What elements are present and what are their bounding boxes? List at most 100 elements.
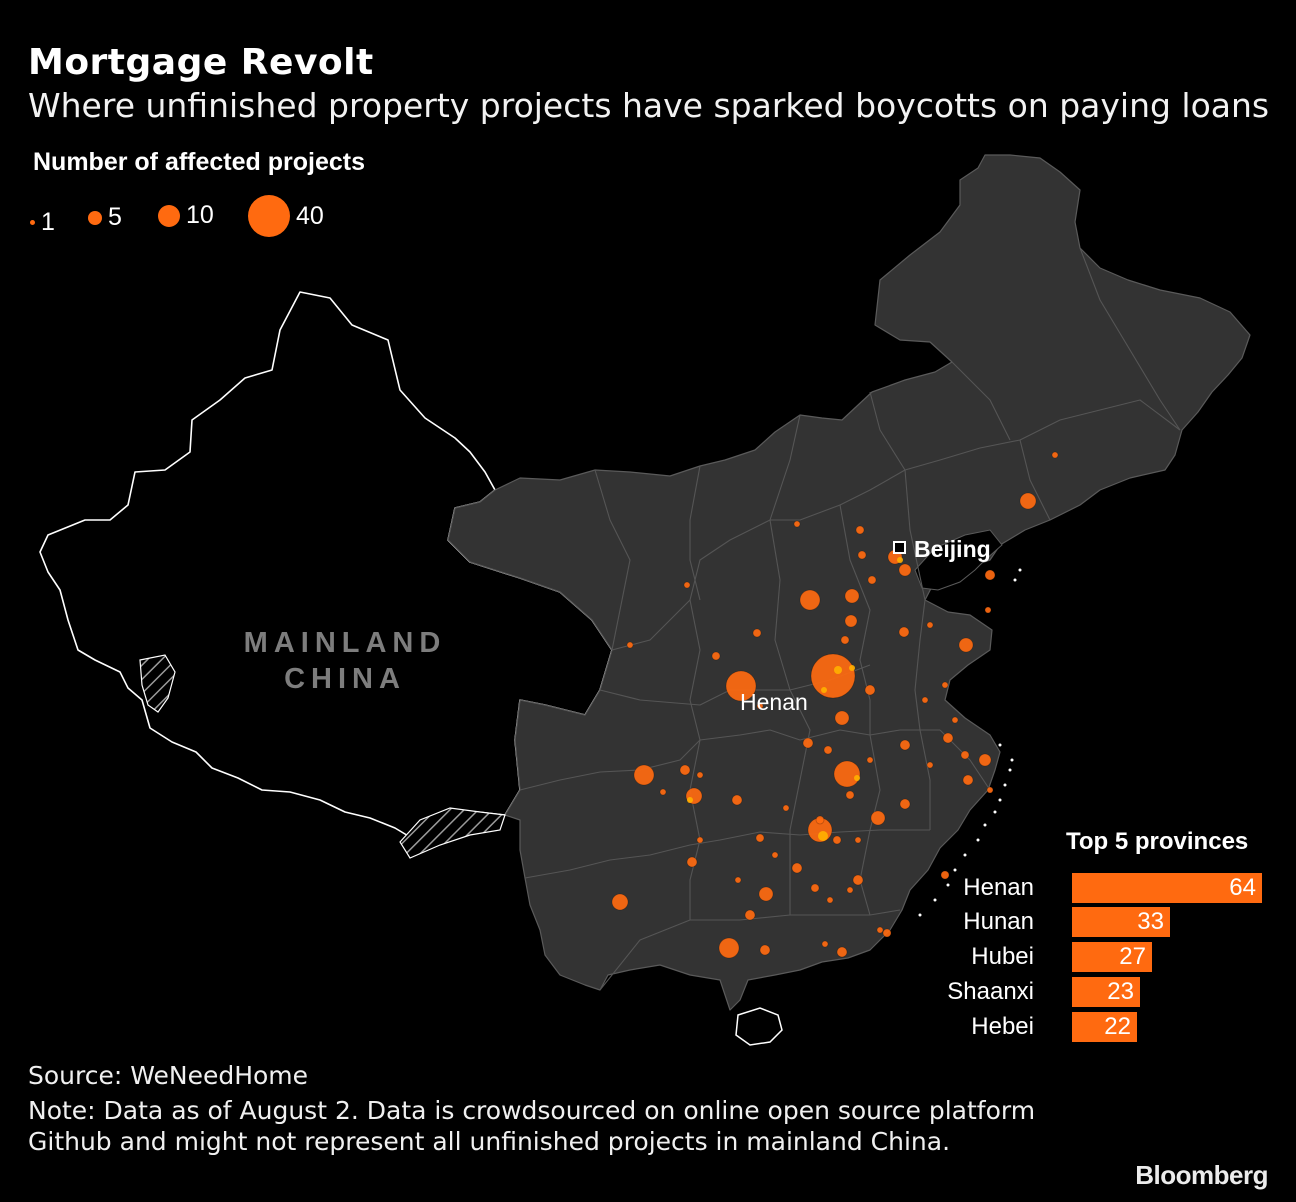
bubble — [686, 856, 698, 868]
bubble — [791, 862, 803, 874]
bubble — [793, 520, 801, 528]
bubble — [882, 928, 892, 938]
bar: 33 — [1072, 907, 1170, 937]
bubble — [696, 771, 704, 779]
bubble — [725, 670, 757, 702]
bubble — [899, 798, 911, 810]
bubble — [870, 810, 886, 826]
bubble — [960, 750, 970, 760]
bubble — [755, 833, 765, 843]
coastal-islands — [918, 568, 1022, 917]
bubble — [810, 883, 820, 893]
chart-subtitle: Where unfinished property projects have … — [28, 86, 1270, 125]
bar-row-hebei: Hebei 22 — [940, 1011, 1270, 1043]
note-text: Note: Data as of August 2. Data is crowd… — [28, 1096, 1036, 1156]
bubble — [731, 794, 743, 806]
bubble — [626, 641, 634, 649]
bar-row-shaanxi: Shaanxi 23 — [940, 976, 1270, 1008]
bubble — [978, 753, 992, 767]
bubble — [834, 710, 850, 726]
bubble — [845, 790, 855, 800]
size-legend: 1 5 10 40 — [30, 195, 360, 239]
overlap-highlights — [687, 557, 903, 841]
top5-title: Top 5 provinces — [1066, 828, 1249, 855]
bubble — [782, 804, 790, 812]
bubble — [696, 836, 704, 844]
legend-item-10: 10 — [158, 201, 214, 230]
legend-label-10: 10 — [186, 201, 214, 229]
bubble — [940, 870, 950, 880]
bubble — [744, 909, 756, 921]
legend-dot-1 — [30, 220, 35, 225]
bohai-sea — [914, 529, 1003, 591]
legend-label-5: 5 — [108, 203, 122, 231]
bubble — [866, 756, 874, 764]
bubble — [836, 946, 848, 958]
bubble — [799, 589, 821, 611]
bubble — [921, 696, 929, 704]
bubble — [867, 575, 877, 585]
legend-item-1: 1 — [30, 208, 55, 237]
bar-value: 33 — [1137, 908, 1164, 935]
disputed-area-west — [139, 654, 176, 713]
bar: 27 — [1072, 942, 1152, 972]
bar: 64 — [1072, 873, 1262, 903]
bubble — [941, 681, 949, 689]
bar: 22 — [1072, 1012, 1137, 1042]
bubble — [844, 614, 858, 628]
bubble — [852, 874, 864, 886]
legend-item-40: 40 — [248, 195, 324, 237]
legend-label-40: 40 — [296, 201, 324, 230]
bubble — [840, 635, 850, 645]
bubble — [951, 716, 959, 724]
beijing-label: Beijing — [914, 536, 991, 562]
bubble — [826, 896, 834, 904]
bar-label: Hubei — [971, 943, 1034, 970]
bubble — [821, 940, 829, 948]
bubble — [633, 764, 655, 786]
bubble — [846, 886, 854, 894]
source-text: Source: WeNeedHome — [28, 1061, 309, 1090]
bar-value: 27 — [1119, 943, 1146, 970]
bubble — [734, 876, 742, 884]
bubble — [611, 893, 629, 911]
bar-row-hunan: Hunan 33 — [940, 906, 1270, 938]
bubble — [815, 815, 825, 825]
bar-value: 22 — [1104, 1013, 1131, 1040]
bubble — [810, 653, 856, 699]
bubble — [759, 944, 771, 956]
bubble — [855, 525, 865, 535]
bubble — [752, 628, 762, 638]
bubble — [832, 835, 842, 845]
bubble — [758, 886, 774, 902]
bar-value: 23 — [1107, 978, 1134, 1005]
bubble — [926, 761, 934, 769]
bar-label: Shaanxi — [947, 978, 1034, 1005]
bubble — [1019, 492, 1037, 510]
project-bubbles — [611, 451, 1059, 959]
bubble — [659, 788, 667, 796]
bubble — [958, 637, 974, 653]
bar: 23 — [1072, 977, 1140, 1007]
legend-dot-40 — [248, 195, 290, 237]
mainland-label-line1: MAINLAND — [244, 627, 447, 659]
hainan-island — [735, 1007, 783, 1046]
bubble — [962, 774, 974, 786]
legend-dot-5 — [88, 210, 102, 225]
bubble — [854, 836, 862, 844]
bubble — [823, 745, 833, 755]
bloomberg-logo: Bloomberg — [1135, 1160, 1268, 1190]
bubble — [683, 581, 691, 589]
bubble — [942, 732, 954, 744]
mainland-label-line2: CHINA — [284, 663, 406, 695]
legend-label-1: 1 — [41, 208, 55, 236]
bubble — [771, 851, 779, 859]
bubble — [986, 786, 994, 794]
bubble — [802, 737, 814, 749]
beijing-marker — [893, 541, 906, 554]
bubble — [711, 651, 721, 661]
bubble — [926, 621, 934, 629]
bubble — [899, 739, 911, 751]
bubble — [756, 702, 764, 710]
